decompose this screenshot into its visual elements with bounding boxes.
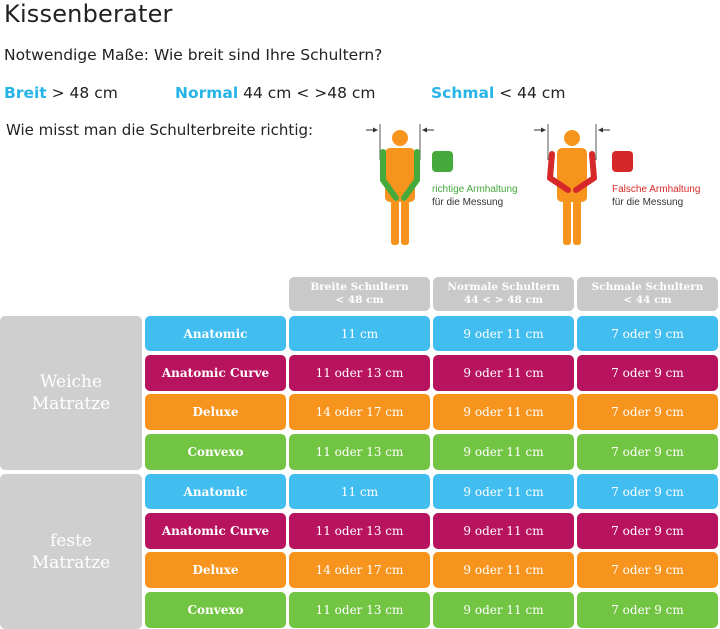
wrong-posture-figure xyxy=(534,124,610,245)
size-keyword: Normal xyxy=(175,84,239,102)
table-cell: 7 oder 9 cm xyxy=(577,316,718,351)
header-line1: Schmale Schultern xyxy=(591,281,704,293)
table-cell: 9 oder 11 cm xyxy=(433,394,574,430)
size-breit: Breit > 48 cm xyxy=(4,84,118,102)
legend-line2: für die Messung xyxy=(432,197,504,208)
table-cell: 7 oder 9 cm xyxy=(577,394,718,430)
size-normal: Normal 44 cm < >48 cm xyxy=(175,84,376,102)
table-cell: 11 oder 13 cm xyxy=(289,513,430,549)
header-line2: < 48 cm xyxy=(335,294,384,306)
group-line1: Weiche xyxy=(39,372,103,392)
header-schmale: Schmale Schultern < 44 cm xyxy=(577,277,718,311)
legend-line1: Falsche Armhaltung xyxy=(612,184,701,195)
table-cell: 9 oder 11 cm xyxy=(433,355,574,391)
row-label: Convexo xyxy=(145,592,286,628)
row-label: Deluxe xyxy=(145,552,286,588)
page-title: Kissenberater xyxy=(4,0,173,28)
table-cell: 9 oder 11 cm xyxy=(433,592,574,628)
table-cell: 7 oder 9 cm xyxy=(577,513,718,549)
header-normale: Normale Schultern 44 < > 48 cm xyxy=(433,277,574,311)
wrong-indicator xyxy=(612,151,633,172)
legend-line2: für die Messung xyxy=(612,197,684,208)
table-cell: 7 oder 9 cm xyxy=(577,355,718,391)
header-line2: < 44 cm xyxy=(623,294,672,306)
size-keyword: Breit xyxy=(4,84,47,102)
group-weiche-matratze: Weiche Matratze xyxy=(0,316,142,470)
row-label: Anatomic Curve xyxy=(145,355,286,391)
table-cell: 14 oder 17 cm xyxy=(289,552,430,588)
header-line1: Normale Schultern xyxy=(447,281,560,293)
size-range: > 48 cm xyxy=(46,84,118,102)
table-cell: 9 oder 11 cm xyxy=(433,552,574,588)
table-cell: 9 oder 11 cm xyxy=(433,316,574,351)
size-schmal: Schmal < 44 cm xyxy=(431,84,565,102)
row-label: Anatomic xyxy=(145,316,286,351)
table-cell: 7 oder 9 cm xyxy=(577,552,718,588)
measure-question: Wie misst man die Schulterbreite richtig… xyxy=(6,121,314,139)
size-keyword: Schmal xyxy=(431,84,495,102)
wrong-legend: Falsche Armhaltung für die Messung xyxy=(612,183,700,209)
table-cell: 9 oder 11 cm xyxy=(433,513,574,549)
row-label: Anatomic Curve xyxy=(145,513,286,549)
table-cell: 14 oder 17 cm xyxy=(289,394,430,430)
table-cell: 9 oder 11 cm xyxy=(433,434,574,470)
header-line2: 44 < > 48 cm xyxy=(464,294,543,306)
correct-indicator xyxy=(432,151,453,172)
subtitle: Notwendige Maße: Wie breit sind Ihre Sch… xyxy=(4,46,383,64)
group-line2: Matratze xyxy=(31,394,111,414)
size-range: 44 cm < >48 cm xyxy=(238,84,376,102)
table-cell: 11 oder 13 cm xyxy=(289,592,430,628)
group-feste-matratze: feste Matratze xyxy=(0,474,142,629)
header-breite: Breite Schultern < 48 cm xyxy=(289,277,430,311)
legend-line1: richtige Armhaltung xyxy=(432,184,518,195)
table-cell: 7 oder 9 cm xyxy=(577,474,718,509)
size-range: < 44 cm xyxy=(494,84,566,102)
table-cell: 7 oder 9 cm xyxy=(577,434,718,470)
group-line2: Matratze xyxy=(31,552,111,573)
header-line1: Breite Schultern xyxy=(310,281,409,293)
correct-posture-figure xyxy=(366,124,434,245)
table-cell: 9 oder 11 cm xyxy=(433,474,574,509)
table-cell: 11 cm xyxy=(289,316,430,351)
table-cell: 11 oder 13 cm xyxy=(289,434,430,470)
group-line1: feste xyxy=(50,530,92,551)
table-cell: 7 oder 9 cm xyxy=(577,592,718,628)
table-cell: 11 cm xyxy=(289,474,430,509)
correct-legend: richtige Armhaltung für die Messung xyxy=(432,183,518,209)
row-label: Deluxe xyxy=(145,394,286,430)
row-label: Convexo xyxy=(145,434,286,470)
table-cell: 11 oder 13 cm xyxy=(289,355,430,391)
row-label: Anatomic xyxy=(145,474,286,509)
